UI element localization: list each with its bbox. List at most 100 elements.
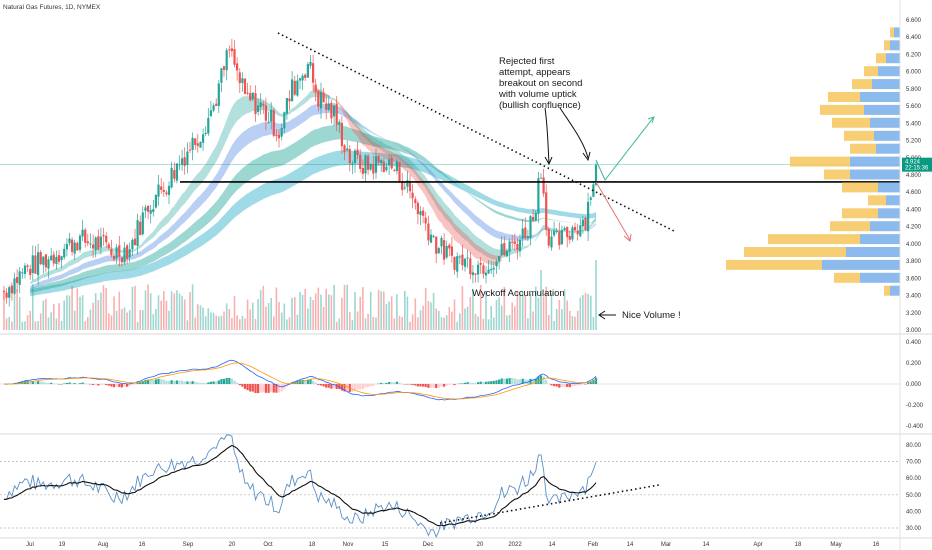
- volume-profile-buy: [822, 259, 900, 270]
- volume-bar: [220, 315, 223, 330]
- candle-body: [131, 239, 134, 250]
- candle-body: [367, 156, 370, 170]
- price-tick-label: 6.000: [906, 70, 922, 76]
- macd-histogram-bar: [325, 384, 328, 388]
- candle-body: [141, 212, 144, 235]
- volume-bar: [273, 316, 275, 330]
- rsi-support-trendline: [439, 484, 661, 524]
- macd-histogram-bar: [71, 383, 74, 384]
- volume-bar: [207, 308, 210, 330]
- ma-ribbon: [30, 124, 596, 294]
- candle-body: [406, 180, 409, 187]
- volume-bar: [189, 292, 191, 330]
- candle-body: [401, 181, 404, 191]
- volume-bar: [236, 315, 238, 330]
- volume-bar: [545, 286, 547, 330]
- candle-body: [149, 210, 152, 214]
- volume-bar: [440, 317, 443, 330]
- candle-body: [589, 197, 592, 200]
- volume-profile-sell: [824, 169, 850, 180]
- macd-histogram-bar: [76, 383, 79, 385]
- candle-body: [500, 243, 503, 256]
- volume-profile-sell: [884, 40, 890, 51]
- volume-bar: [149, 293, 152, 330]
- volume-profile-sell: [844, 130, 874, 141]
- macd-histogram-bar: [173, 380, 176, 384]
- candle-body: [160, 186, 163, 190]
- candle-body: [463, 258, 467, 267]
- macd-histogram-bar: [126, 384, 129, 387]
- volume-bar: [63, 300, 65, 330]
- time-tick-label: Feb: [588, 542, 599, 548]
- annotation-nice-volume: Nice Volume !: [622, 310, 681, 321]
- candle-body: [13, 278, 16, 294]
- candle-body: [474, 273, 477, 275]
- macd-histogram-bar: [443, 384, 446, 387]
- candle-body: [68, 238, 71, 244]
- macd-histogram-bar: [560, 384, 563, 388]
- candle-body: [257, 105, 260, 112]
- candle-body: [503, 242, 506, 256]
- annotation-arrowhead: [598, 310, 606, 320]
- macd-histogram-bar: [500, 378, 503, 384]
- macd-histogram-bar: [461, 383, 464, 384]
- volume-bar: [244, 318, 246, 330]
- macd-histogram-bar: [317, 384, 320, 385]
- time-tick-label: 19: [59, 542, 66, 548]
- candle-body: [110, 248, 113, 256]
- macd-histogram-bar: [408, 384, 412, 385]
- candle-body: [317, 90, 320, 107]
- macd-histogram-bar: [120, 384, 123, 388]
- rsi-tick-label: 40.00: [906, 509, 922, 515]
- macd-histogram-bar: [42, 381, 45, 384]
- macd-histogram-bar: [490, 381, 493, 384]
- candle-body: [348, 149, 351, 164]
- last-price-badge: [902, 157, 932, 172]
- candle-body: [424, 217, 427, 224]
- volume-bar: [259, 290, 262, 330]
- candle-body: [170, 168, 173, 188]
- macd-histogram-bar: [532, 378, 535, 384]
- volume-bar: [521, 291, 524, 330]
- candle-body: [147, 206, 150, 212]
- volume-bar: [68, 295, 71, 330]
- volume-bar: [299, 292, 301, 330]
- volume-bar: [372, 316, 375, 330]
- volume-bar: [574, 316, 576, 330]
- macd-histogram-bar: [243, 384, 247, 389]
- macd-histogram-bar: [86, 383, 89, 385]
- macd-histogram-bar: [63, 383, 66, 384]
- candle-body: [202, 134, 205, 143]
- macd-histogram-bar: [359, 384, 362, 390]
- candle-body: [359, 154, 362, 169]
- macd-histogram-bar: [222, 378, 226, 384]
- annotation-rejected-line: attempt, appears: [499, 67, 571, 78]
- macd-histogram-bar: [466, 382, 469, 384]
- macd-histogram-bar: [275, 384, 278, 393]
- macd-histogram-bar: [207, 382, 210, 384]
- macd-histogram-bar: [301, 379, 304, 384]
- candle-body: [484, 272, 488, 276]
- candle-body: [322, 92, 325, 103]
- candle-body: [298, 78, 302, 81]
- annotation-rejected-line: with volume uptick: [498, 89, 577, 100]
- volume-bar: [191, 284, 194, 330]
- volume-bar: [435, 308, 437, 330]
- macd-histogram-bar: [251, 384, 254, 392]
- volume-profile-sell: [744, 247, 846, 257]
- macd-histogram-bar: [505, 378, 508, 384]
- macd-histogram-bar: [589, 381, 592, 384]
- candle-body: [63, 248, 66, 258]
- candle-body: [524, 227, 527, 239]
- candle-body: [414, 199, 417, 203]
- candle-body: [325, 103, 328, 110]
- candle-body: [162, 190, 165, 192]
- volume-bar: [432, 293, 435, 330]
- macd-histogram-bar: [584, 384, 587, 385]
- bullish-arrowhead: [647, 116, 655, 124]
- macd-histogram-bar: [374, 384, 378, 385]
- volume-bar: [532, 311, 534, 330]
- macd-histogram-bar: [202, 382, 205, 384]
